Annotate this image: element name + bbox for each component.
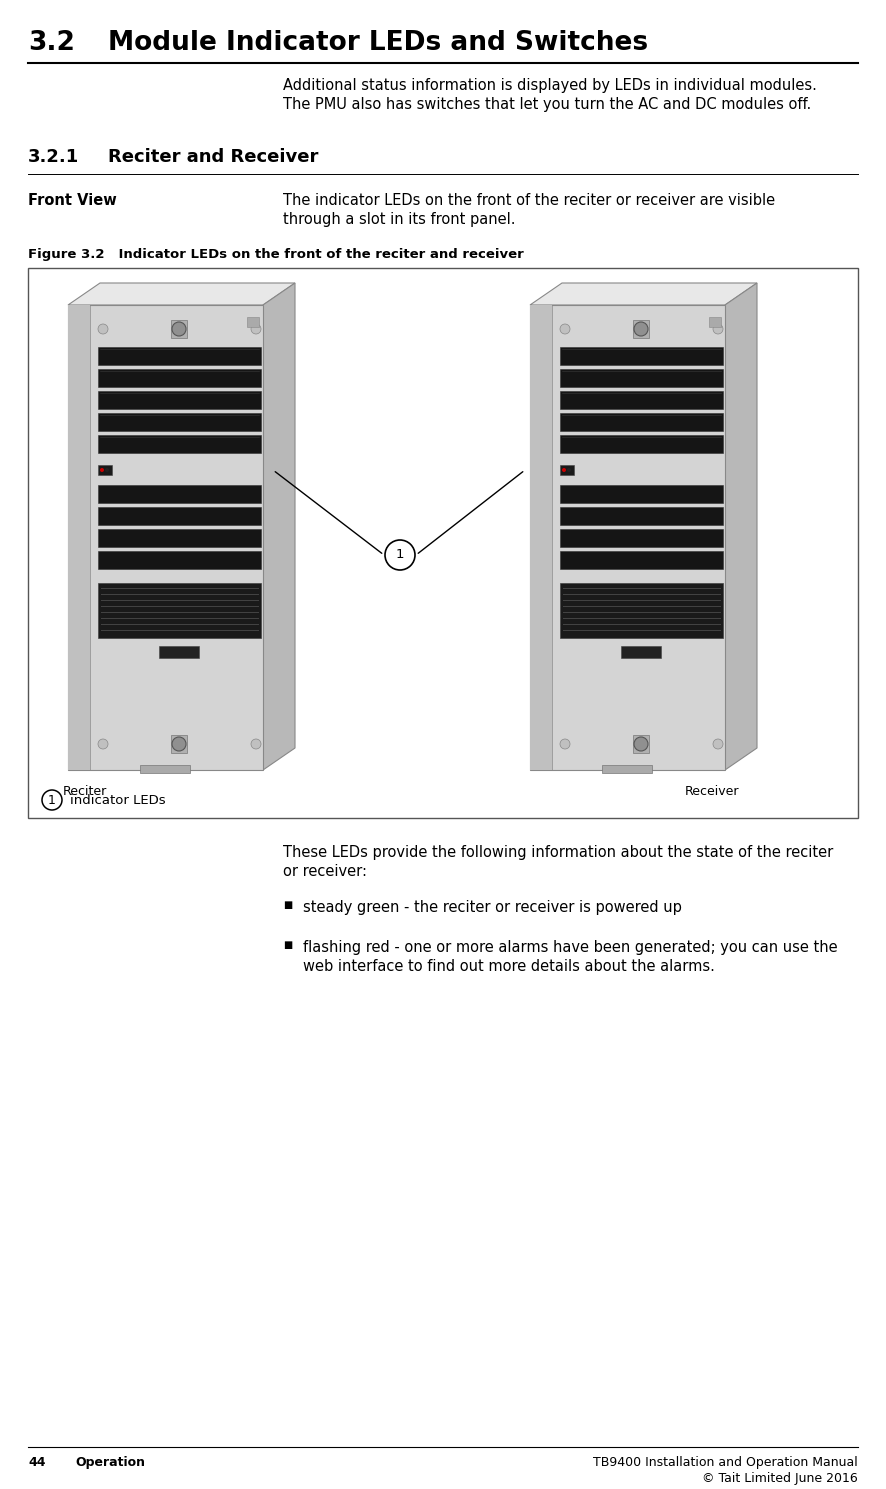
Bar bbox=[633, 736, 649, 753]
Bar bbox=[98, 584, 261, 637]
Bar bbox=[560, 465, 574, 475]
Circle shape bbox=[172, 737, 186, 750]
Circle shape bbox=[560, 739, 570, 749]
Bar bbox=[247, 317, 259, 328]
Circle shape bbox=[713, 739, 723, 749]
Bar bbox=[98, 465, 112, 475]
Text: flashing red - one or more alarms have been generated; you can use the: flashing red - one or more alarms have b… bbox=[303, 940, 837, 954]
Text: 1: 1 bbox=[48, 794, 56, 807]
Text: The indicator LEDs on the front of the reciter or receiver are visible: The indicator LEDs on the front of the r… bbox=[283, 194, 775, 208]
Bar bbox=[602, 765, 652, 773]
Polygon shape bbox=[530, 283, 757, 305]
Bar bbox=[28, 268, 858, 817]
Text: through a slot in its front panel.: through a slot in its front panel. bbox=[283, 211, 516, 226]
Bar bbox=[709, 317, 721, 328]
Circle shape bbox=[100, 468, 104, 472]
Bar bbox=[560, 485, 723, 503]
Circle shape bbox=[98, 325, 108, 334]
Bar bbox=[140, 765, 190, 773]
Bar bbox=[98, 485, 261, 503]
Bar bbox=[560, 551, 723, 569]
Circle shape bbox=[251, 739, 261, 749]
Circle shape bbox=[567, 468, 571, 472]
Text: Figure 3.2: Figure 3.2 bbox=[28, 249, 105, 261]
Polygon shape bbox=[725, 283, 757, 770]
Bar bbox=[530, 305, 725, 770]
Text: Indicator LEDs on the front of the reciter and receiver: Indicator LEDs on the front of the recit… bbox=[100, 249, 524, 261]
Circle shape bbox=[713, 325, 723, 334]
Text: Front View: Front View bbox=[28, 194, 117, 208]
Bar bbox=[633, 320, 649, 338]
Text: 3.2.1: 3.2.1 bbox=[28, 147, 79, 165]
Bar bbox=[560, 435, 723, 453]
Bar bbox=[560, 369, 723, 387]
Text: 1: 1 bbox=[396, 548, 404, 561]
Bar bbox=[98, 506, 261, 526]
Text: or receiver:: or receiver: bbox=[283, 864, 367, 879]
Bar bbox=[68, 305, 263, 770]
Text: Additional status information is displayed by LEDs in individual modules.: Additional status information is display… bbox=[283, 77, 817, 92]
Text: Reciter: Reciter bbox=[63, 785, 107, 798]
Text: TB9400 Installation and Operation Manual: TB9400 Installation and Operation Manual bbox=[594, 1456, 858, 1470]
Bar bbox=[560, 412, 723, 430]
Bar bbox=[98, 551, 261, 569]
Circle shape bbox=[562, 468, 566, 472]
Bar bbox=[530, 305, 552, 770]
Text: 3.2: 3.2 bbox=[28, 30, 75, 57]
Bar bbox=[171, 320, 187, 338]
Bar bbox=[560, 347, 723, 365]
Circle shape bbox=[560, 325, 570, 334]
Bar bbox=[560, 392, 723, 409]
Circle shape bbox=[251, 325, 261, 334]
Text: The PMU also has switches that let you turn the AC and DC modules off.: The PMU also has switches that let you t… bbox=[283, 97, 812, 112]
Text: Operation: Operation bbox=[75, 1456, 145, 1470]
Circle shape bbox=[98, 739, 108, 749]
Text: ■: ■ bbox=[283, 899, 292, 910]
Bar bbox=[98, 435, 261, 453]
Bar bbox=[98, 347, 261, 365]
Circle shape bbox=[634, 737, 648, 750]
Text: Receiver: Receiver bbox=[685, 785, 740, 798]
Bar bbox=[98, 369, 261, 387]
Circle shape bbox=[634, 322, 648, 337]
Circle shape bbox=[105, 468, 109, 472]
Bar bbox=[171, 736, 187, 753]
Circle shape bbox=[172, 322, 186, 337]
Text: Reciter and Receiver: Reciter and Receiver bbox=[108, 147, 318, 165]
Text: These LEDs provide the following information about the state of the reciter: These LEDs provide the following informa… bbox=[283, 844, 833, 861]
Text: © Tait Limited June 2016: © Tait Limited June 2016 bbox=[703, 1473, 858, 1485]
Circle shape bbox=[385, 541, 415, 570]
Bar bbox=[560, 506, 723, 526]
Polygon shape bbox=[263, 283, 295, 770]
Polygon shape bbox=[68, 283, 295, 305]
Bar bbox=[98, 412, 261, 430]
Bar bbox=[68, 305, 90, 770]
Bar bbox=[159, 646, 199, 658]
Bar bbox=[560, 529, 723, 546]
Bar bbox=[621, 646, 661, 658]
Text: steady green - the reciter or receiver is powered up: steady green - the reciter or receiver i… bbox=[303, 899, 682, 916]
Bar bbox=[98, 392, 261, 409]
Text: Module Indicator LEDs and Switches: Module Indicator LEDs and Switches bbox=[108, 30, 649, 57]
Bar bbox=[98, 529, 261, 546]
Text: web interface to find out more details about the alarms.: web interface to find out more details a… bbox=[303, 959, 715, 974]
Text: indicator LEDs: indicator LEDs bbox=[70, 794, 166, 807]
Circle shape bbox=[42, 791, 62, 810]
Bar bbox=[560, 584, 723, 637]
Text: 44: 44 bbox=[28, 1456, 45, 1470]
Text: ■: ■ bbox=[283, 940, 292, 950]
